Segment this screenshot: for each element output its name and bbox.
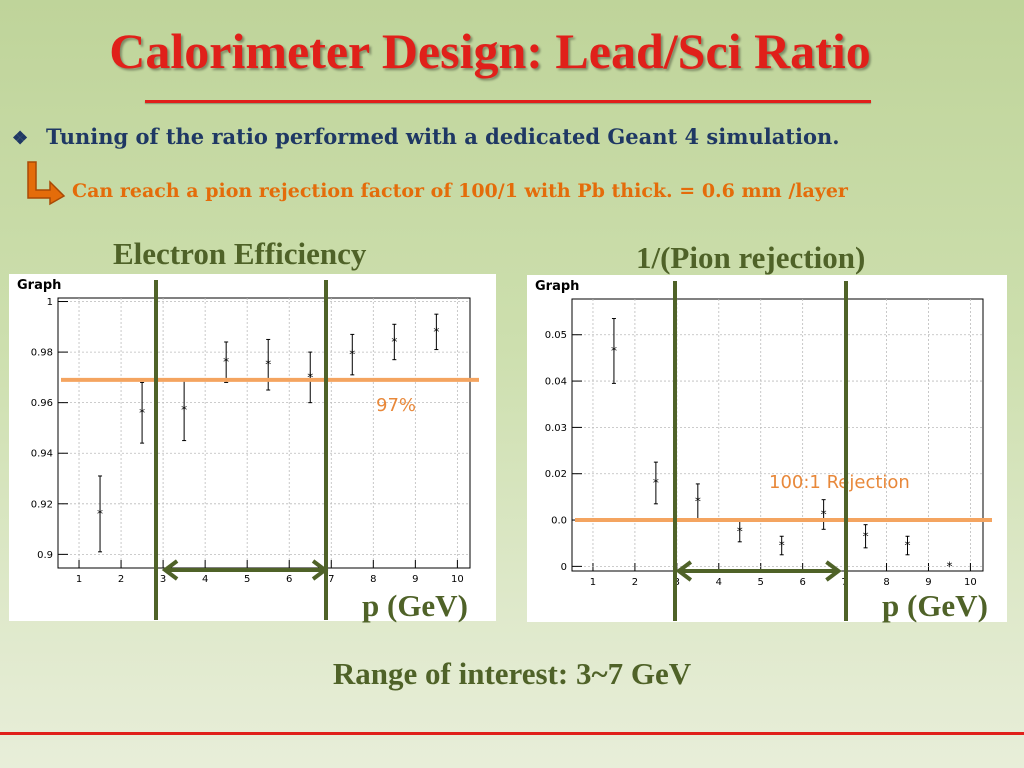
threshold-label: 97% <box>376 395 416 416</box>
data-point: * <box>181 403 187 417</box>
y-tick-label: 1 <box>47 297 53 308</box>
bullet-text: Tuning of the ratio performed with a ded… <box>46 124 840 149</box>
x-tick-label: 1 <box>76 574 82 585</box>
electron-efficiency-x-unit: p (GeV) <box>362 588 468 623</box>
bullet-line: ❖ Tuning of the ratio performed with a de… <box>12 124 840 149</box>
y-tick-label: 0.04 <box>545 377 567 388</box>
x-tick-label: 10 <box>451 574 464 585</box>
x-tick-label: 8 <box>370 574 376 585</box>
data-point: * <box>139 406 145 420</box>
panel-title: Graph <box>535 279 579 294</box>
plot-frame <box>571 298 984 572</box>
title-underline <box>145 100 871 103</box>
data-point: * <box>307 370 313 384</box>
range-arrow-head-right <box>825 560 842 582</box>
electron-efficiency-chart: Graph 1 2 3 4 5 6 7 8 9 10 0.9 0.92 0.94 0.96 0.98 1 * * * *… <box>17 278 479 620</box>
x-tick-label: 6 <box>799 577 805 588</box>
electron-efficiency-heading: Electron Efficiency <box>113 236 367 271</box>
x-tick-label: 2 <box>118 574 124 585</box>
sub-bullet-text: Can reach a pion rejection factor of 100… <box>72 180 848 202</box>
pion-rejection-panel: Graph1234567891000.00.020.030.040.05****… <box>527 275 1007 622</box>
range-arrow-head-left <box>161 559 179 581</box>
x-tick-label: 5 <box>244 574 250 585</box>
y-tick-label: 0.94 <box>31 449 53 460</box>
data-point: * <box>863 529 869 543</box>
x-tick-label: 6 <box>286 574 292 585</box>
x-tick-label: 8 <box>883 577 889 588</box>
y-tick-label: 0.03 <box>545 423 567 434</box>
y-tick-label: 0.0 <box>551 516 567 527</box>
pion-rejection-heading: 1/(Pion rejection) <box>636 240 866 275</box>
data-point: * <box>946 559 952 573</box>
electron-efficiency-panel: Graph 1 2 3 4 5 6 7 8 9 10 0.9 0.92 0.94 0.96 0.98 1 * * * *… <box>9 274 496 621</box>
x-tick-label: 4 <box>202 574 208 585</box>
data-point: * <box>653 476 659 490</box>
diamond-bullet-icon: ❖ <box>12 128 29 149</box>
x-tick-label: 10 <box>964 577 977 588</box>
data-point: * <box>905 539 911 553</box>
x-tick-label: 7 <box>328 574 334 585</box>
y-tick-label: 0 <box>561 562 567 573</box>
data-point: * <box>695 495 701 509</box>
footer-line <box>0 732 1024 735</box>
slide-title: Calorimeter Design: Lead/Sci Ratio <box>109 23 871 79</box>
orange-bent-arrow-icon <box>27 161 66 206</box>
data-point: * <box>97 507 103 521</box>
x-tick-label: 9 <box>412 574 418 585</box>
y-tick-label: 0.05 <box>545 330 567 341</box>
range-of-interest-text: Range of interest: 3~7 GeV <box>332 656 692 691</box>
plot-frame <box>57 297 471 569</box>
y-tick-label: 0.96 <box>31 398 53 409</box>
x-tick-label: 1 <box>590 577 596 588</box>
data-point: * <box>821 507 827 521</box>
pion-rejection-x-unit: p (GeV) <box>882 588 988 623</box>
x-tick-label: 4 <box>716 577 722 588</box>
panel-title: Graph <box>17 278 61 293</box>
x-tick-label: 3 <box>160 574 166 585</box>
data-point: * <box>391 335 397 349</box>
data-point: * <box>779 539 785 553</box>
range-arrow-head-right <box>311 559 329 581</box>
y-tick-label: 0.02 <box>545 469 567 480</box>
data-point: * <box>223 355 229 369</box>
data-point: * <box>433 325 439 339</box>
x-tick-label: 2 <box>632 577 638 588</box>
pion-rejection-chart: Graph1234567891000.00.020.030.040.05****… <box>535 279 992 621</box>
y-tick-label: 0.98 <box>31 348 53 359</box>
data-point: * <box>349 348 355 362</box>
threshold-label: 100:1 Rejection <box>769 472 910 493</box>
data-point: * <box>265 358 271 372</box>
x-tick-label: 9 <box>925 577 931 588</box>
data-point: * <box>611 344 617 358</box>
x-tick-label: 5 <box>758 577 764 588</box>
y-tick-label: 0.9 <box>37 550 53 561</box>
range-arrow-head-left <box>675 560 693 582</box>
data-point: * <box>737 525 743 539</box>
y-tick-label: 0.92 <box>31 499 53 510</box>
